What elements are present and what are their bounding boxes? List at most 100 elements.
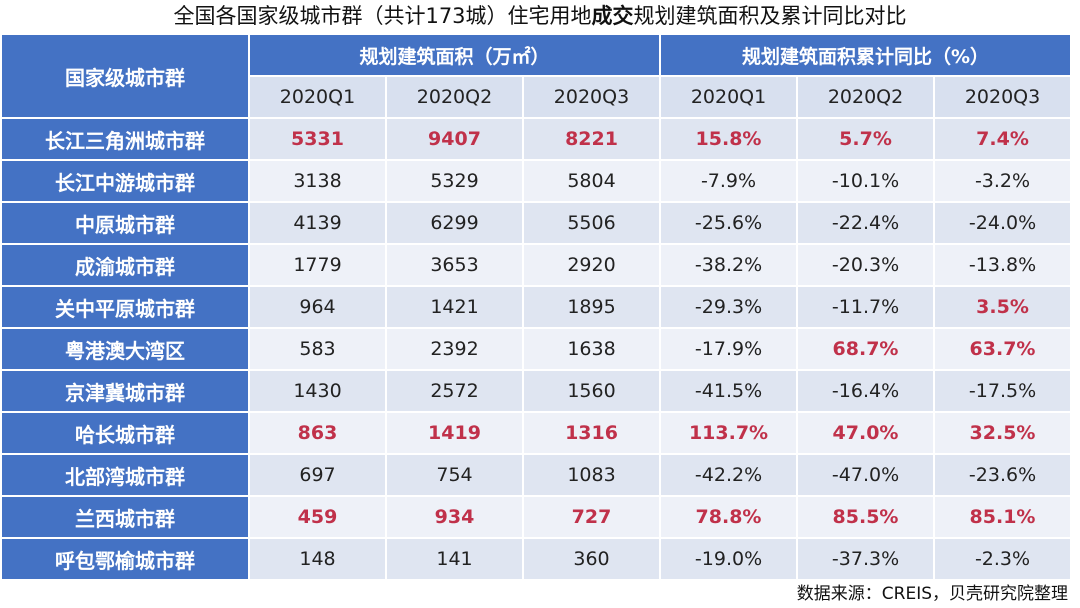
table-cell: -13.8% <box>933 243 1073 287</box>
table-cell: 1895 <box>521 285 662 329</box>
title-bold-word: 成交 <box>591 4 634 28</box>
table-cell: 2572 <box>385 369 524 413</box>
table-row: 粤港澳大湾区 583 2392 1638 -17.9% 68.7% 63.7% <box>0 327 1073 371</box>
data-table: 国家级城市群 规划建筑面积（万㎡） 规划建筑面积累计同比（%） 2020Q1 2… <box>0 33 1073 581</box>
table-cell: 2920 <box>521 243 662 287</box>
row-label: 哈长城市群 <box>0 411 250 455</box>
table-cell: 113.7% <box>659 411 799 455</box>
row-label: 成渝城市群 <box>0 243 250 287</box>
table-cell: 1421 <box>385 285 524 329</box>
table-row: 北部湾城市群 697 754 1083 -42.2% -47.0% -23.6% <box>0 453 1073 497</box>
corner-header: 国家级城市群 <box>0 33 250 119</box>
table-cell: 1316 <box>521 411 662 455</box>
table-cell: 727 <box>521 495 662 539</box>
table-cell: 7.4% <box>933 117 1073 161</box>
group-header-yoy: 规划建筑面积累计同比（%） <box>659 33 1073 77</box>
row-label: 京津冀城市群 <box>0 369 250 413</box>
table-cell: 5506 <box>521 201 662 245</box>
quarter-header: 2020Q2 <box>796 75 936 119</box>
table-cell: -24.0% <box>933 201 1073 245</box>
table-cell: -37.3% <box>796 537 936 581</box>
quarter-header: 2020Q2 <box>385 75 524 119</box>
table-cell: 9407 <box>385 117 524 161</box>
quarter-header: 2020Q3 <box>521 75 662 119</box>
table-cell: -25.6% <box>659 201 799 245</box>
table-row: 哈长城市群 863 1419 1316 113.7% 47.0% 32.5% <box>0 411 1073 455</box>
table-cell: 1779 <box>248 243 387 287</box>
table-row: 中原城市群 4139 6299 5506 -25.6% -22.4% -24.0% <box>0 201 1073 245</box>
table-cell: 6299 <box>385 201 524 245</box>
table-cell: -42.2% <box>659 453 799 497</box>
table-cell: 5804 <box>521 159 662 203</box>
table-row: 关中平原城市群 964 1421 1895 -29.3% -11.7% 3.5% <box>0 285 1073 329</box>
table-cell: -16.4% <box>796 369 936 413</box>
table-cell: 15.8% <box>659 117 799 161</box>
table-cell: 2392 <box>385 327 524 371</box>
table-cell: 5329 <box>385 159 524 203</box>
table-row: 京津冀城市群 1430 2572 1560 -41.5% -16.4% -17.5% <box>0 369 1073 413</box>
quarter-header: 2020Q1 <box>248 75 387 119</box>
table-cell: 459 <box>248 495 387 539</box>
table-cell: -2.3% <box>933 537 1073 581</box>
table-cell: 1430 <box>248 369 387 413</box>
quarter-header: 2020Q3 <box>933 75 1073 119</box>
quarter-header: 2020Q1 <box>659 75 799 119</box>
row-label: 兰西城市群 <box>0 495 250 539</box>
table-cell: 3.5% <box>933 285 1073 329</box>
table-cell: 5.7% <box>796 117 936 161</box>
source-note: 数据来源：CREIS，贝壳研究院整理 <box>796 584 1068 604</box>
row-label: 关中平原城市群 <box>0 285 250 329</box>
table-cell: 3653 <box>385 243 524 287</box>
table-row: 成渝城市群 1779 3653 2920 -38.2% -20.3% -13.8% <box>0 243 1073 287</box>
table-cell: 5331 <box>248 117 387 161</box>
table-cell: 78.8% <box>659 495 799 539</box>
table-row: 长江三角洲城市群 5331 9407 8221 15.8% 5.7% 7.4% <box>0 117 1073 161</box>
table-cell: 148 <box>248 537 387 581</box>
table-cell: 1560 <box>521 369 662 413</box>
table-cell: -19.0% <box>659 537 799 581</box>
table-cell: -29.3% <box>659 285 799 329</box>
row-label: 长江三角洲城市群 <box>0 117 250 161</box>
table-cell: 754 <box>385 453 524 497</box>
table-cell: -7.9% <box>659 159 799 203</box>
table-cell: -41.5% <box>659 369 799 413</box>
table-row: 长江中游城市群 3138 5329 5804 -7.9% -10.1% -3.2% <box>0 159 1073 203</box>
page-title: 全国各国家级城市群（共计173城）住宅用地成交规划建筑面积及累计同比对比 <box>173 4 907 28</box>
table-cell: 3138 <box>248 159 387 203</box>
table-cell: 85.5% <box>796 495 936 539</box>
table-cell: 697 <box>248 453 387 497</box>
table-cell: -23.6% <box>933 453 1073 497</box>
row-label: 长江中游城市群 <box>0 159 250 203</box>
row-label: 中原城市群 <box>0 201 250 245</box>
table-cell: -38.2% <box>659 243 799 287</box>
table-cell: 934 <box>385 495 524 539</box>
table-cell: 47.0% <box>796 411 936 455</box>
table-cell: 360 <box>521 537 662 581</box>
table-row: 呼包鄂榆城市群 148 141 360 -19.0% -37.3% -2.3% <box>0 537 1073 581</box>
table-cell: 141 <box>385 537 524 581</box>
row-label: 北部湾城市群 <box>0 453 250 497</box>
table-cell: 85.1% <box>933 495 1073 539</box>
table-cell: 68.7% <box>796 327 936 371</box>
table-cell: -3.2% <box>933 159 1073 203</box>
table-cell: 964 <box>248 285 387 329</box>
table-body: 长江三角洲城市群 5331 9407 8221 15.8% 5.7% 7.4% 长江中游城市群… <box>0 117 1073 581</box>
table-cell: 583 <box>248 327 387 371</box>
group-header-area: 规划建筑面积（万㎡） <box>247 33 662 77</box>
table-cell: -20.3% <box>796 243 936 287</box>
row-label: 粤港澳大湾区 <box>0 327 250 371</box>
table-cell: 1638 <box>521 327 662 371</box>
table-cell: 1083 <box>521 453 662 497</box>
table-cell: 4139 <box>248 201 387 245</box>
table-cell: 1419 <box>385 411 524 455</box>
table-cell: -17.5% <box>933 369 1073 413</box>
table-cell: -10.1% <box>796 159 936 203</box>
table-cell: 863 <box>248 411 387 455</box>
table-cell: -47.0% <box>796 453 936 497</box>
table-cell: 63.7% <box>933 327 1073 371</box>
table-cell: 32.5% <box>933 411 1073 455</box>
row-label: 呼包鄂榆城市群 <box>0 537 250 581</box>
table-cell: 8221 <box>521 117 662 161</box>
table-cell: -22.4% <box>796 201 936 245</box>
table-cell: -11.7% <box>796 285 936 329</box>
